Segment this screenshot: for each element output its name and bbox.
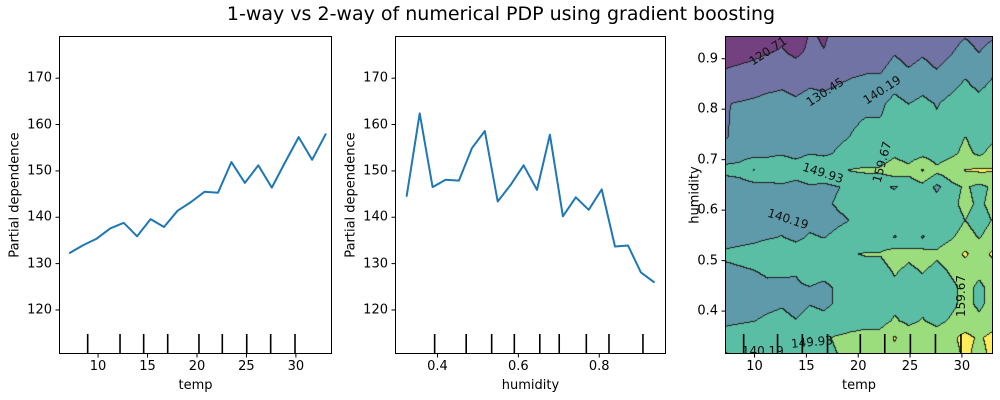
- x-tick-label: 20: [849, 359, 867, 374]
- y-tick-label: 130: [27, 256, 52, 272]
- x-tick-label: 10: [746, 359, 763, 374]
- contour-label: 130.45: [803, 74, 847, 109]
- pdp-line: [68, 133, 327, 254]
- y-tick-label: 170: [27, 70, 52, 86]
- axes-border: [395, 36, 666, 354]
- y-tick-label: 130: [363, 256, 388, 272]
- y-tick-label: 150: [363, 163, 388, 179]
- x-tick-label: 15: [139, 359, 156, 374]
- y-tick-label: 170: [363, 70, 388, 86]
- y-axis-label: humidity: [687, 166, 703, 224]
- y-tick-label: 0.6: [697, 202, 718, 218]
- y-tick-label: 0.9: [697, 51, 718, 67]
- pdp-plot-humidity: 0.4 0.6 0.8 120 130 140 150 160 170 humidity Parti…: [344, 36, 666, 393]
- axes-frame: [391, 36, 666, 358]
- x-tick-label: 0.6: [508, 359, 529, 374]
- pdp-line: [405, 112, 655, 284]
- contour-label: 140.19: [860, 72, 904, 108]
- x-tick-label: 30: [287, 359, 305, 374]
- figure-title: 1-way vs 2-way of numerical PDP using gr…: [226, 3, 776, 25]
- contour-label: 120.71: [746, 36, 790, 68]
- y-tick-label: 0.8: [697, 101, 718, 117]
- axes-frame: [55, 36, 332, 358]
- y-tick-label: 120: [27, 302, 52, 318]
- contour-canvas: [725, 36, 993, 354]
- y-axis-label: Partial dependence: [343, 132, 359, 258]
- y-tick-label: 120: [363, 302, 388, 318]
- y-tick-label: 0.4: [697, 303, 718, 319]
- x-tick-label: 30: [953, 359, 971, 374]
- x-tick-label: 20: [188, 359, 206, 374]
- y-tick-label: 0.7: [697, 152, 718, 168]
- contour-label: 159.67: [869, 139, 895, 184]
- contour-label: 140.19: [765, 206, 810, 233]
- contour-label: 149.93: [800, 160, 846, 187]
- axes-frame: [721, 36, 993, 358]
- axes-border: [725, 36, 993, 354]
- y-tick-label: 150: [27, 163, 52, 179]
- x-tick-label: 25: [238, 359, 255, 374]
- x-tick-label: 10: [89, 359, 107, 374]
- y-tick-label: 140: [27, 209, 52, 225]
- axes-border: [59, 36, 332, 354]
- x-tick-label: 0.4: [427, 359, 448, 374]
- contour-label: 159.67: [953, 274, 968, 317]
- x-axis-label: temp: [178, 378, 213, 393]
- y-axis-label: Partial dependence: [7, 132, 23, 258]
- x-tick-label: 25: [901, 359, 919, 374]
- x-tick-label: 15: [798, 359, 815, 374]
- x-tick-label: 0.8: [588, 359, 610, 374]
- pdp-plot-temp: 10 15 20 25 30 120 130 140 150 160 170 temp Partial …: [8, 36, 332, 393]
- x-axis-label: temp: [841, 378, 877, 393]
- y-tick-label: 160: [27, 117, 52, 133]
- contour-label: 140.19: [741, 344, 784, 354]
- contour-labels: 120.71 130.45 140.19 149.93 159.67 140.19 159.…: [725, 36, 993, 354]
- pdp-contour-plot: 10 15 20 25 30 0.4 0.5 0.6 0.7 0.8 0.9 temp humidity…: [688, 36, 993, 393]
- contour-label: 149.93: [790, 333, 834, 352]
- y-tick-label: 0.5: [697, 253, 718, 269]
- y-tick-label: 140: [363, 209, 388, 225]
- x-axis-label: humidity: [501, 378, 560, 393]
- y-tick-label: 160: [363, 117, 388, 133]
